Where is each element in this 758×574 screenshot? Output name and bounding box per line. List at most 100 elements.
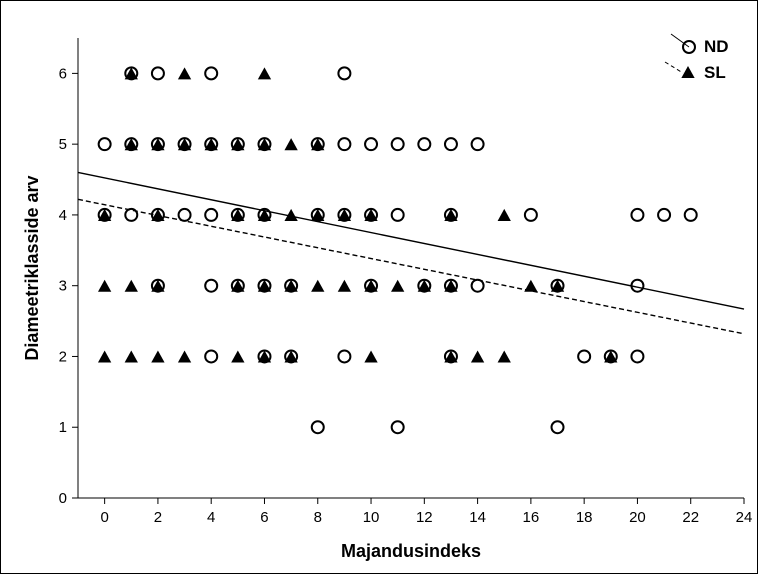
- y-tick-label: 6: [59, 65, 67, 82]
- point-sl: [311, 208, 325, 221]
- point-nd: [204, 137, 219, 152]
- point-sl: [97, 208, 112, 221]
- point-nd: [443, 207, 458, 222]
- x-tick-label: 10: [363, 509, 380, 526]
- point-sl: [177, 138, 192, 151]
- y-tick-label: 4: [59, 207, 67, 224]
- point-nd: [577, 349, 592, 364]
- x-tick-label: 4: [207, 509, 215, 526]
- point-sl: [524, 279, 538, 292]
- point-nd: [204, 278, 219, 293]
- point-nd: [390, 207, 405, 222]
- point-nd: [204, 349, 219, 364]
- point-nd: [364, 137, 379, 152]
- y-axis-title: Diameetriklasside arv: [22, 175, 42, 360]
- point-nd: [417, 278, 432, 293]
- point-nd: [230, 207, 245, 222]
- point-sl: [497, 208, 511, 221]
- point-nd: [124, 66, 139, 81]
- y-tick-label: 3: [59, 278, 67, 295]
- legend-entry-sl: SL: [664, 61, 726, 82]
- point-nd: [284, 349, 299, 364]
- point-nd: [310, 207, 325, 222]
- point-sl: [337, 208, 352, 221]
- point-nd: [630, 349, 645, 364]
- y-tick-label: 2: [59, 348, 67, 365]
- y-tick-label: 5: [59, 136, 67, 153]
- point-sl: [124, 350, 138, 363]
- legend-entry-nd: ND: [670, 33, 729, 56]
- x-tick-label: 18: [576, 509, 593, 526]
- point-sl: [284, 138, 298, 151]
- legend-sl-line-sample: [664, 61, 684, 74]
- point-sl: [204, 138, 218, 151]
- point-sl: [151, 350, 165, 363]
- point-nd: [97, 207, 112, 222]
- point-nd: [230, 278, 245, 293]
- point-nd: [417, 137, 432, 152]
- point-nd: [124, 137, 139, 152]
- x-axis-title: Majandusindeks: [341, 541, 481, 561]
- point-nd: [337, 349, 352, 364]
- point-sl: [257, 208, 272, 221]
- point-sl: [177, 67, 192, 80]
- point-nd: [470, 278, 485, 293]
- point-sl: [284, 208, 298, 221]
- point-sl: [364, 279, 378, 292]
- legend: ND SL: [664, 33, 729, 82]
- point-nd: [310, 137, 325, 152]
- trend-line-nd: [77, 171, 745, 310]
- point-nd: [257, 278, 272, 293]
- point-sl: [151, 138, 165, 151]
- point-sl: [364, 350, 378, 363]
- point-sl: [124, 67, 138, 80]
- x-tick-label: 8: [314, 509, 322, 526]
- point-nd: [230, 137, 245, 152]
- trend-lines: [77, 171, 745, 335]
- point-nd: [124, 207, 139, 222]
- point-sl: [231, 138, 245, 151]
- point-nd: [337, 207, 352, 222]
- y-tick-label: 1: [59, 419, 67, 436]
- point-sl: [550, 279, 565, 292]
- point-sl: [391, 279, 405, 292]
- point-sl: [497, 350, 511, 363]
- legend-sl-label: SL: [704, 63, 726, 82]
- x-tick-label: 6: [260, 509, 268, 526]
- point-sl: [177, 350, 192, 363]
- point-nd: [603, 349, 618, 364]
- legend-nd-line-sample: [670, 33, 690, 48]
- point-nd: [443, 278, 458, 293]
- point-nd: [337, 66, 352, 81]
- point-nd: [150, 66, 165, 81]
- point-nd: [257, 207, 272, 222]
- point-nd: [630, 278, 645, 293]
- point-sl: [284, 279, 298, 292]
- point-nd: [390, 137, 405, 152]
- point-nd: [337, 137, 352, 152]
- point-nd: [550, 278, 565, 293]
- x-tick-label: 14: [469, 509, 486, 526]
- point-sl: [257, 279, 272, 292]
- point-sl: [470, 350, 485, 363]
- point-nd: [284, 278, 299, 293]
- point-sl: [124, 279, 138, 292]
- point-sl: [444, 279, 458, 292]
- point-sl: [124, 138, 138, 151]
- point-sl: [364, 208, 378, 221]
- x-tick-label: 16: [523, 509, 540, 526]
- point-nd: [523, 207, 538, 222]
- point-nd: [310, 420, 325, 435]
- x-tick-label: 22: [682, 509, 699, 526]
- x-tick-label: 2: [154, 509, 162, 526]
- point-nd: [683, 207, 698, 222]
- point-nd: [657, 207, 672, 222]
- point-nd: [550, 420, 565, 435]
- point-nd: [390, 420, 405, 435]
- point-nd: [257, 137, 272, 152]
- x-tick-label: 0: [100, 509, 108, 526]
- point-nd: [364, 278, 379, 293]
- x-tick-label: 20: [629, 509, 646, 526]
